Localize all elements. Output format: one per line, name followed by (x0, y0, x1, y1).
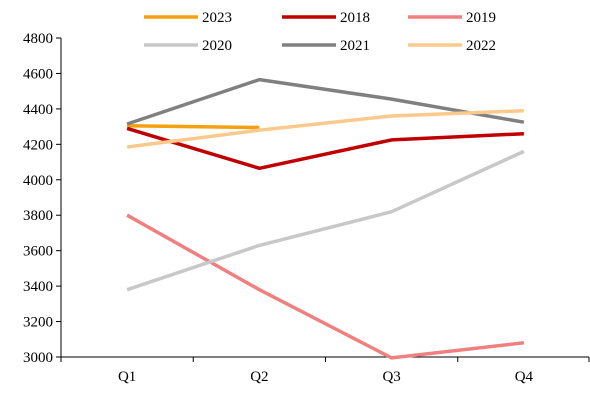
y-tick-label: 3000 (23, 350, 53, 366)
series-line-2023 (127, 126, 259, 128)
x-tick-label: Q1 (118, 369, 136, 385)
x-tick-label: Q2 (250, 369, 268, 385)
legend-item-2021: 2021 (282, 38, 370, 54)
series-line-2021 (127, 80, 524, 124)
x-tick-label: Q3 (382, 369, 400, 385)
legend-label: 2021 (340, 38, 370, 54)
y-tick-label: 4000 (23, 173, 53, 189)
y-tick-label: 4800 (23, 31, 53, 47)
legend-label: 2019 (466, 10, 496, 26)
legend-item-2018: 2018 (282, 10, 370, 26)
y-tick-label: 3800 (23, 208, 53, 224)
legend: 2023 2018 2019 2020 2021 2022 (144, 10, 496, 54)
legend-item-2023: 2023 (144, 10, 232, 26)
legend-item-2022: 2022 (408, 38, 496, 54)
series-line-2019 (127, 215, 524, 358)
axes: 3000 3200 3400 3600 3800 4000 4200 4400 4600 4800… (23, 31, 589, 385)
y-tick-label: 3200 (23, 315, 53, 331)
legend-label: 2023 (202, 10, 232, 26)
legend-label: 2018 (340, 10, 370, 26)
series-line-2020 (127, 151, 524, 289)
legend-item-2019: 2019 (408, 10, 496, 26)
legend-label: 2020 (202, 38, 232, 54)
x-tick-label: Q4 (515, 369, 534, 385)
series-line-2022 (127, 111, 524, 147)
legend-item-2020: 2020 (144, 38, 232, 54)
y-tick-label: 3600 (23, 244, 53, 260)
y-tick-label: 3400 (23, 279, 53, 295)
series-lines (127, 80, 524, 358)
y-tick-label: 4400 (23, 102, 53, 118)
y-tick-label: 4200 (23, 137, 53, 153)
legend-label: 2022 (466, 38, 496, 54)
y-tick-label: 4600 (23, 66, 53, 82)
series-line-2018 (127, 128, 524, 168)
